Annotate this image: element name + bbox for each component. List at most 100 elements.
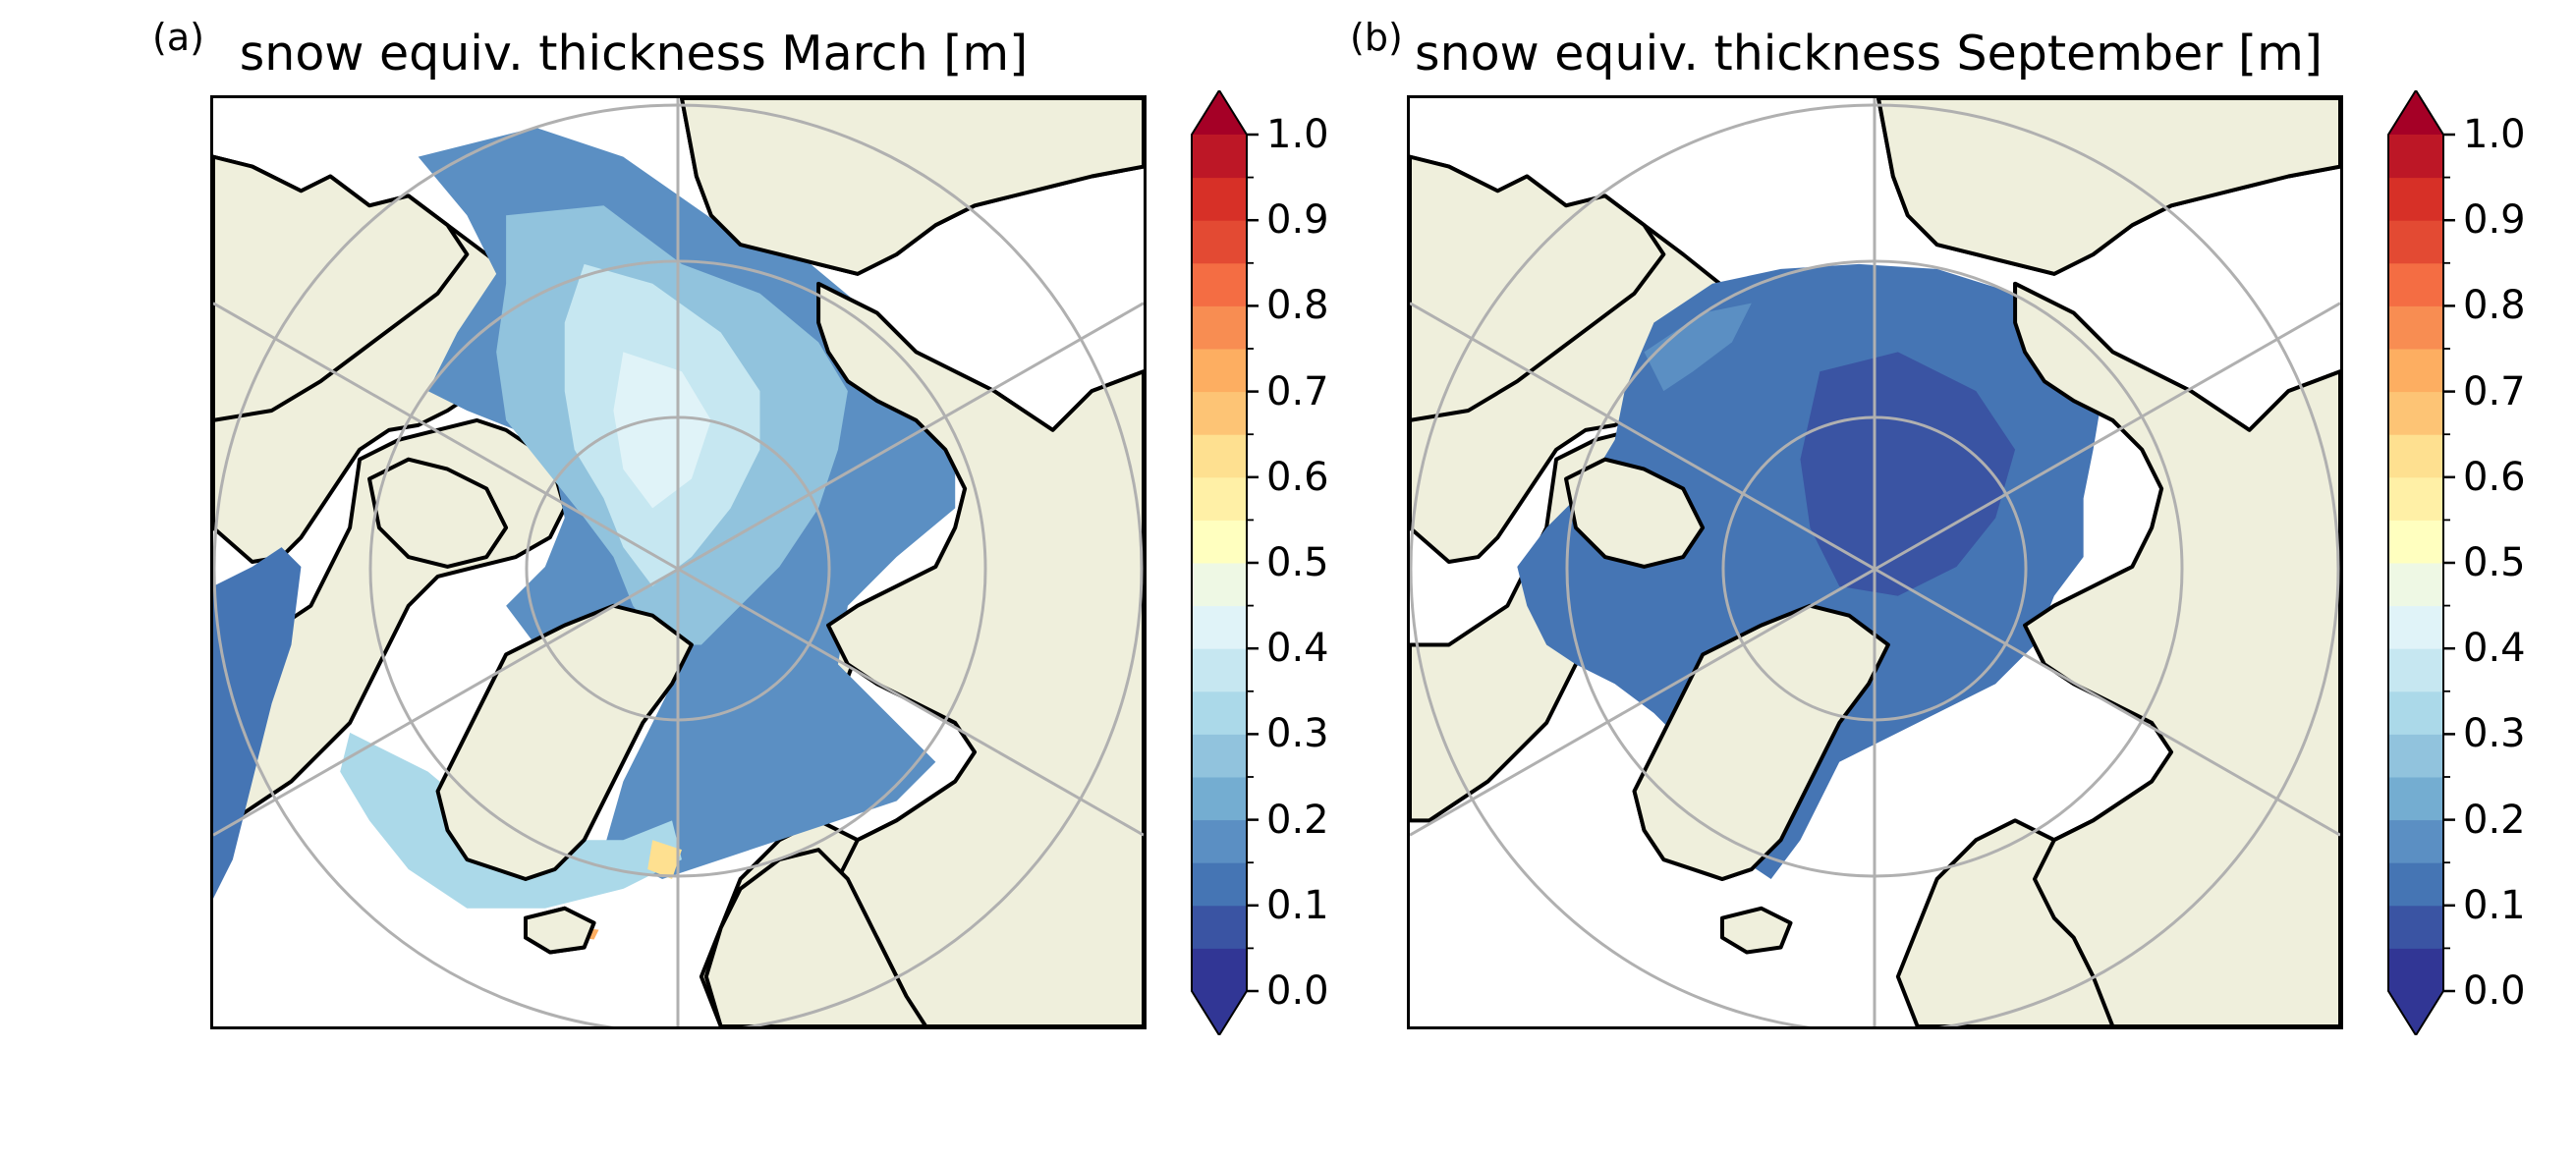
colorbar-segment <box>2388 349 2443 393</box>
panel-title-b: snow equiv. thickness September [m] <box>1415 26 2323 82</box>
colorbar-tick-label: 0.4 <box>2463 626 2526 672</box>
colorbar-tick-label: 0.2 <box>2463 797 2526 843</box>
colorbar-segment <box>1192 220 1247 264</box>
colorbar-segment <box>2388 862 2443 907</box>
colorbar-segment <box>1192 349 1247 393</box>
colorbar-segment <box>1192 177 1247 221</box>
snow-core <box>1800 352 2016 596</box>
land-overlay <box>1410 98 2340 1026</box>
map-september <box>1407 95 2343 1029</box>
colorbar-tick-label: 1.0 <box>2463 112 2526 157</box>
colorbar-segment <box>1192 563 1247 607</box>
colorbar-segment <box>2388 563 2443 607</box>
colorbar-tick-label: 0.3 <box>2463 711 2526 757</box>
land-overlay <box>213 98 1144 1026</box>
colorbar-segment <box>1192 520 1247 564</box>
land-russia-overlay <box>816 281 1144 1026</box>
map-march-svg <box>213 98 1144 1026</box>
land-na-overlay <box>213 154 470 422</box>
colorbar-segment <box>2388 905 2443 949</box>
colorbar-segment <box>2388 520 2443 564</box>
colorbar-segment <box>2388 690 2443 735</box>
land-na-overlay <box>1410 154 1666 422</box>
colorbar-segment <box>1192 391 1247 435</box>
map-march <box>210 95 1147 1029</box>
colorbar-segment <box>2388 177 2443 221</box>
colorbar-segment <box>1192 819 1247 863</box>
colorbar-segment <box>2388 819 2443 863</box>
colorbar-segment <box>2388 605 2443 649</box>
colorbar-tick-label: 0.6 <box>2463 454 2526 500</box>
graticule <box>213 98 1144 1026</box>
colorbar-tick-label: 0.7 <box>1266 368 1329 414</box>
land-archipelago-overlay <box>1564 457 1706 569</box>
colorbar-a <box>1191 90 1259 1035</box>
colorbar-segment <box>1192 905 1247 949</box>
colorbar-segment <box>1192 777 1247 821</box>
colorbar-tick-label: 0.8 <box>1266 283 1329 329</box>
colorbar-tick-label: 0.1 <box>1266 882 1329 928</box>
colorbar-segment <box>2388 434 2443 478</box>
colorbar-segment <box>2388 391 2443 435</box>
colorbar-segment <box>2388 648 2443 692</box>
colorbar-tick-label: 0.6 <box>1266 454 1329 500</box>
colorbar-tick-label: 0.9 <box>1266 197 1329 244</box>
colorbar-tick-label: 0.0 <box>2463 968 2526 1014</box>
colorbar-segment <box>1192 605 1247 649</box>
colorbar-tick-label: 0.9 <box>2463 197 2526 244</box>
colorbar-tick-label: 0.5 <box>1266 540 1329 585</box>
colorbar-segment <box>1192 434 1247 478</box>
snow-field <box>1517 263 2103 879</box>
land-eurasia-overlay <box>679 98 1144 276</box>
colorbar-segment <box>2388 135 2443 179</box>
colorbar-segment <box>2388 734 2443 778</box>
land-iceland-overlay <box>524 906 596 955</box>
meridian-120 <box>1410 302 2340 837</box>
land-russia-overlay <box>2013 281 2340 1026</box>
colorbar-tick-label: 0.7 <box>2463 368 2526 414</box>
land-eurasia-overlay <box>1876 98 2340 276</box>
graticule <box>1410 98 2340 1026</box>
colorbar-b <box>2387 90 2455 1035</box>
colorbar-segment <box>2388 262 2443 306</box>
colorbar-segment <box>1192 948 1247 992</box>
colorbar-segment <box>1192 135 1247 179</box>
colorbar-extend-max <box>2388 90 2443 135</box>
snow-pole <box>613 352 711 509</box>
colorbar-segment <box>1192 476 1247 521</box>
colorbar-segment <box>2388 777 2443 821</box>
land-archipelago-overlay <box>367 457 509 569</box>
colorbar-extend-min <box>2388 991 2443 1035</box>
colorbar-tick-label: 0.2 <box>1266 797 1329 843</box>
colorbar-segment <box>2388 948 2443 992</box>
colorbar-segment <box>1192 262 1247 306</box>
colorbar-extend-min <box>1192 991 1247 1035</box>
colorbar-tick-label: 0.4 <box>1266 626 1329 672</box>
colorbar-segment <box>2388 220 2443 264</box>
colorbar-tick-label: 0.0 <box>1266 968 1329 1014</box>
snow-hotspot-1 <box>647 840 682 879</box>
colorbar-tick-label: 0.8 <box>2463 283 2526 329</box>
colorbar-tick-label: 0.3 <box>1266 711 1329 757</box>
colorbar-segment <box>1192 862 1247 907</box>
snow-margin <box>1644 303 1752 392</box>
colorbar-extend-max <box>1192 90 1247 135</box>
colorbar-segment <box>1192 690 1247 735</box>
colorbar-segment <box>1192 305 1247 350</box>
colorbar-tick-label: 1.0 <box>1266 112 1329 157</box>
colorbar-tick-label: 0.1 <box>2463 882 2526 928</box>
land-greenland-overlay <box>435 603 694 881</box>
meridian-120 <box>213 302 1144 837</box>
panel-title-a: snow equiv. thickness March [m] <box>239 26 1029 82</box>
colorbar-segment <box>2388 476 2443 521</box>
panel-letter-a: (a) <box>152 16 204 59</box>
colorbar-segment <box>1192 734 1247 778</box>
land-iceland <box>1720 906 1793 955</box>
panel-letter-b: (b) <box>1350 16 1403 59</box>
land-greenland-overlay <box>1632 603 1890 881</box>
colorbar-tick-label: 0.5 <box>2463 540 2526 585</box>
map-september-svg <box>1410 98 2340 1026</box>
snow-lowband <box>213 547 302 899</box>
colorbar-segment <box>2388 305 2443 350</box>
colorbar-segment <box>1192 648 1247 692</box>
